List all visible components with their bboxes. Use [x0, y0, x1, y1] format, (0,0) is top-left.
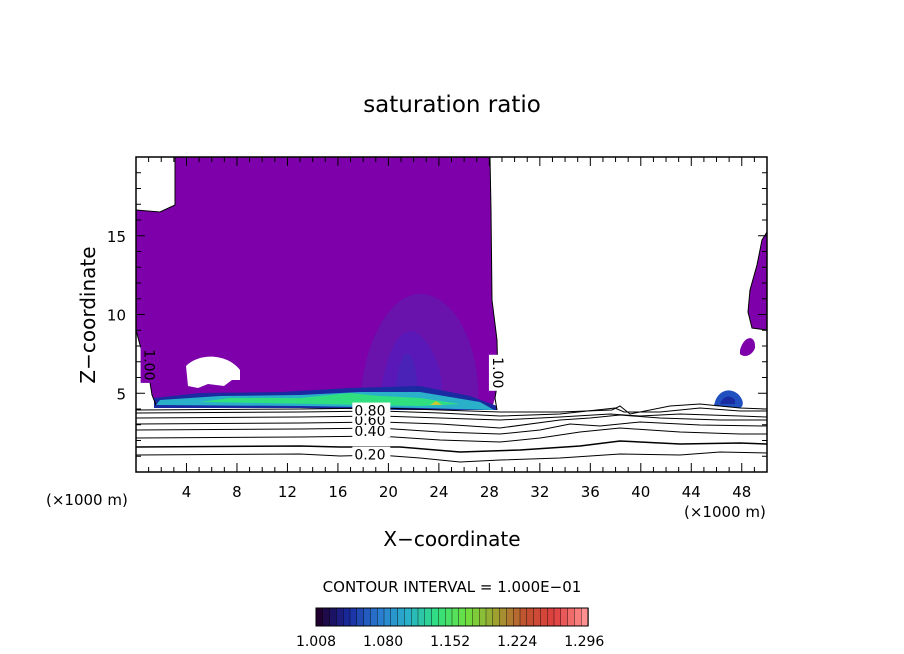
y-axis: 5 10 15 [107, 172, 767, 457]
colorbar-swatch [445, 607, 453, 627]
x-tick-label: 20 [379, 483, 398, 501]
colorbar-swatch [329, 607, 338, 627]
colorbar-label: 1.008 [296, 634, 336, 650]
colorbar-labels: 1.008 1.080 1.152 1.224 1.296 [296, 634, 604, 650]
subsaturated-lower [136, 410, 767, 472]
x-tick-label: 40 [631, 483, 650, 501]
contour-line-1-00-left [136, 157, 176, 213]
contour-label: 0.20 [354, 448, 385, 464]
x-tick-label: 28 [480, 483, 499, 501]
colorbar-swatch [383, 607, 392, 627]
colorbar-swatch [479, 607, 487, 627]
x-tick-label: 48 [732, 483, 751, 501]
x-tick-label: 36 [581, 483, 600, 501]
saturated-region-right [748, 232, 767, 330]
contour-label: 0.60 [354, 413, 385, 429]
x-axis: 4 8 12 16 20 24 28 32 36 40 44 48 [148, 157, 755, 501]
x-tick-label: 16 [328, 483, 347, 501]
colorbar-swatch [377, 607, 385, 627]
contour-label-bg [352, 446, 391, 461]
colorbar-swatch [485, 607, 494, 627]
x-unit-right: (×1000 m) [684, 503, 766, 521]
colorbar-swatch [322, 607, 331, 627]
x-tick-label: 8 [232, 483, 242, 501]
colorbar-swatch [458, 607, 467, 627]
colorbar-label: 1.224 [497, 634, 537, 650]
contour-label: 1.00 [141, 349, 157, 380]
saturated-blob-right [740, 338, 756, 356]
y-tick-label: 5 [116, 385, 126, 403]
cloud-base-band-yellow [430, 401, 442, 405]
colorbar-label: 1.080 [363, 634, 403, 650]
unsaturated-pocket [186, 356, 240, 388]
colorbar-swatch [363, 607, 372, 627]
contour-labels: 0.20 0.400.600.80 1.00 1.00 [140, 346, 505, 464]
contour-label-bg [488, 354, 503, 391]
x-tick-label: 12 [278, 483, 297, 501]
colorbar-swatch [370, 607, 378, 627]
colorbar-swatch [336, 607, 344, 627]
contour-label-bg [352, 402, 391, 417]
colorbar-swatch [465, 607, 474, 627]
colorbar-swatch [390, 607, 399, 627]
colorbar-swatch [315, 607, 324, 627]
cloud-base-band-green [200, 393, 460, 406]
colorbar-swatch [438, 607, 446, 627]
contour-label-bg [140, 346, 155, 383]
colorbar-swatch [424, 607, 433, 627]
colorbar-swatch [431, 607, 440, 627]
y-tick-label: 10 [107, 307, 126, 325]
colorbar-swatch [343, 607, 351, 627]
colorbar-label: 1.152 [430, 634, 470, 650]
colorbar-swatch [560, 607, 569, 627]
colorbar-swatch [513, 607, 521, 627]
colorbar-swatch [581, 607, 589, 627]
colorbar-swatch [356, 607, 365, 627]
y-tick-label: 15 [107, 228, 126, 246]
contour-interval-label: CONTOUR INTERVAL = 1.000E−01 [323, 578, 582, 596]
colorbar-swatch [553, 607, 562, 627]
colorbar-label: 1.296 [564, 634, 604, 650]
colorbar-swatch [547, 607, 555, 627]
colorbar-swatch [506, 607, 514, 627]
colorbar-swatch [349, 607, 358, 627]
colorbar-swatch [540, 607, 548, 627]
colorbar-frame [315, 607, 589, 627]
colorbar [315, 607, 589, 627]
colorbar-swatch [492, 607, 501, 627]
colorbar-swatch [472, 607, 480, 627]
colorbar-swatch [567, 607, 576, 627]
colorbar-swatch [499, 607, 508, 627]
x-tick-label: 4 [182, 483, 192, 501]
colorbar-swatch [533, 607, 542, 627]
contour-label: 0.80 [354, 404, 385, 420]
contour-label: 1.00 [489, 357, 505, 388]
x-axis-label: X−coordinate [383, 527, 520, 551]
small-cloud-right-core [720, 396, 735, 404]
colorbar-swatch [411, 607, 419, 627]
colorbar-swatch [451, 607, 460, 627]
contour-label-bg [352, 423, 391, 438]
chart-title: saturation ratio [363, 92, 541, 118]
colorbar-swatch [417, 607, 426, 627]
contour-line-1-00-middle [489, 157, 499, 411]
x-tick-label: 44 [682, 483, 701, 501]
y-axis-label: Z−coordinate [76, 246, 100, 383]
x-tick-label: 32 [530, 483, 549, 501]
x-tick-label: 24 [429, 483, 448, 501]
contour-line-1-00-right [747, 231, 767, 331]
contour-line-0-20 [136, 451, 767, 463]
colorbar-swatch [574, 607, 582, 627]
plot-area [136, 157, 767, 472]
x-unit-left: (×1000 m) [46, 491, 128, 509]
colorbar-swatch [397, 607, 406, 627]
contour-label: 0.40 [354, 424, 385, 440]
contour-line-0-30 [136, 440, 767, 453]
colorbar-swatch [404, 607, 412, 627]
colorbar-swatch [519, 607, 528, 627]
colorbar-swatch [526, 607, 535, 627]
